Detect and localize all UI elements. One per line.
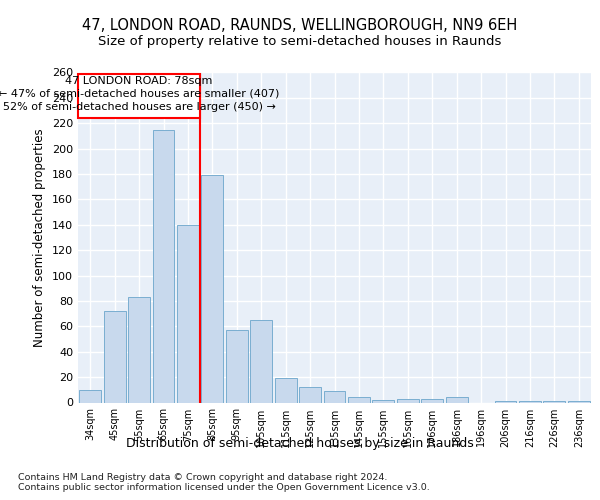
Bar	[373, 400, 394, 402]
Bar	[299, 388, 321, 402]
Bar	[421, 398, 443, 402]
Bar	[348, 398, 370, 402]
Bar	[519, 401, 541, 402]
Bar	[446, 398, 467, 402]
Bar	[397, 398, 419, 402]
Bar	[128, 297, 150, 403]
Text: 47 LONDON ROAD: 78sqm: 47 LONDON ROAD: 78sqm	[65, 76, 213, 86]
Bar	[250, 320, 272, 402]
Text: Distribution of semi-detached houses by size in Raunds: Distribution of semi-detached houses by …	[126, 438, 474, 450]
Text: Contains HM Land Registry data © Crown copyright and database right 2024.
Contai: Contains HM Land Registry data © Crown c…	[18, 472, 430, 492]
Bar	[202, 176, 223, 402]
Bar	[275, 378, 296, 402]
Bar	[323, 391, 346, 402]
Text: Size of property relative to semi-detached houses in Raunds: Size of property relative to semi-detach…	[98, 35, 502, 48]
Bar	[177, 225, 199, 402]
Bar	[568, 401, 590, 402]
Text: 47, LONDON ROAD, RAUNDS, WELLINGBOROUGH, NN9 6EH: 47, LONDON ROAD, RAUNDS, WELLINGBOROUGH,…	[82, 18, 518, 32]
Bar	[152, 130, 175, 402]
Text: 52% of semi-detached houses are larger (450) →: 52% of semi-detached houses are larger (…	[2, 102, 275, 112]
Bar	[494, 401, 517, 402]
Bar	[79, 74, 200, 118]
Bar	[104, 311, 125, 402]
Bar	[79, 390, 101, 402]
Bar	[226, 330, 248, 402]
Bar	[544, 401, 565, 402]
Text: ← 47% of semi-detached houses are smaller (407): ← 47% of semi-detached houses are smalle…	[0, 89, 280, 99]
Y-axis label: Number of semi-detached properties: Number of semi-detached properties	[34, 128, 46, 347]
